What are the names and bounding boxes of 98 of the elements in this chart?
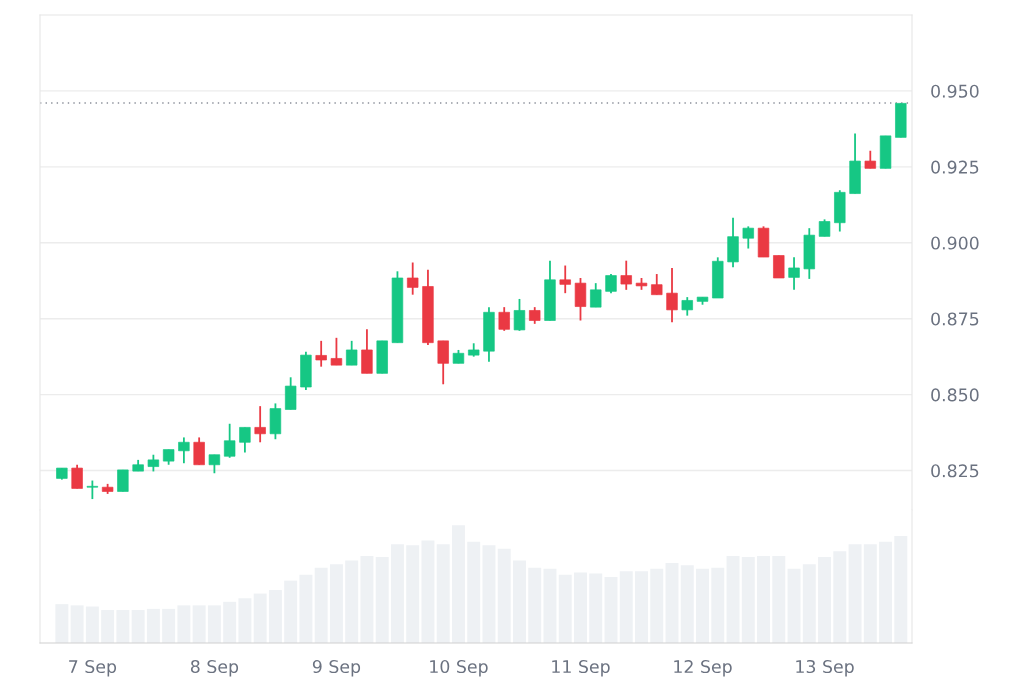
y-tick-label: 0.900 [931, 236, 979, 250]
candlestick [193, 436, 205, 466]
bar [574, 572, 587, 643]
bar [848, 544, 862, 643]
bar [329, 564, 343, 643]
bar [406, 545, 420, 643]
candlestick [605, 273, 617, 295]
bar [665, 562, 679, 643]
bar [650, 568, 664, 643]
bar [818, 557, 832, 643]
candlestick [773, 254, 785, 279]
bar [894, 535, 908, 643]
bar [802, 564, 816, 643]
bar [726, 555, 740, 643]
y-tick-label: 0.925 [931, 160, 979, 174]
bar [757, 555, 771, 643]
bar [85, 606, 99, 643]
x-tick-label: 7 Sep [69, 659, 117, 677]
candlestick [330, 336, 343, 367]
y-tick-label: 0.950 [931, 84, 979, 98]
bar [680, 565, 694, 643]
bar [345, 560, 359, 643]
bar [116, 610, 130, 643]
bar [711, 567, 725, 643]
bar [360, 555, 374, 643]
x-tick-label: 12 Sep [674, 659, 732, 677]
bar [253, 593, 267, 643]
bar [284, 580, 298, 643]
bar [833, 551, 847, 643]
candlestick [437, 339, 449, 386]
bar [390, 544, 404, 643]
x-tick-label: 13 Sep [796, 659, 854, 677]
bar [207, 605, 221, 643]
bar [467, 541, 481, 643]
bar [223, 601, 237, 643]
candlestick [590, 282, 602, 309]
bar [787, 568, 801, 643]
bar [192, 605, 206, 643]
bar [772, 555, 786, 643]
bar [131, 610, 145, 643]
bar [177, 605, 191, 643]
candlestick [788, 256, 800, 291]
bar [635, 571, 648, 643]
candlestick [681, 296, 693, 317]
candlestick [86, 479, 99, 500]
bar [497, 548, 511, 643]
bar [558, 574, 572, 643]
bar [268, 590, 282, 643]
bar [238, 598, 252, 643]
candlestick [71, 463, 83, 490]
x-tick-label: 10 Sep [430, 659, 488, 677]
bar [299, 574, 313, 643]
candlestick [208, 453, 221, 475]
bar [512, 560, 526, 643]
bar [436, 544, 450, 643]
y-tick-label: 0.825 [931, 464, 979, 478]
candlestick [620, 259, 632, 291]
candlestick [254, 405, 266, 444]
bar [528, 567, 542, 643]
bar [741, 557, 755, 643]
x-tick-label: 11 Sep [552, 659, 610, 677]
x-tick-label: 9 Sep [312, 659, 361, 677]
candlestick [742, 225, 754, 250]
bar [543, 568, 557, 643]
x-tick-label: 8 Sep [190, 659, 239, 677]
bar [421, 540, 435, 643]
bar [314, 567, 328, 643]
y-tick-label: 0.875 [931, 312, 979, 326]
candlestick [513, 298, 526, 332]
bar [879, 541, 893, 643]
candlestick [559, 264, 571, 295]
bar [589, 573, 603, 643]
candlestick [284, 376, 297, 411]
bar [863, 544, 877, 643]
candlestick [361, 328, 373, 375]
candlestick [223, 422, 236, 459]
candlestick [117, 469, 129, 493]
bar [162, 608, 176, 643]
candlestick [178, 436, 190, 465]
bar [619, 571, 633, 643]
bar [70, 605, 84, 643]
candlestick [498, 306, 510, 332]
candlestick [239, 426, 251, 454]
bar [482, 545, 496, 643]
bar [146, 608, 160, 643]
candlestick [651, 273, 663, 296]
candlestick [407, 261, 419, 296]
candlestick [315, 339, 327, 368]
candlestick [345, 339, 358, 367]
bar [604, 577, 618, 643]
candlestick [574, 277, 587, 322]
bar [101, 610, 115, 643]
bar [451, 525, 465, 643]
bar [696, 568, 709, 643]
y-tick-label: 0.850 [931, 388, 979, 402]
candlestick [666, 267, 678, 324]
bar [375, 557, 389, 643]
bar [55, 604, 69, 643]
